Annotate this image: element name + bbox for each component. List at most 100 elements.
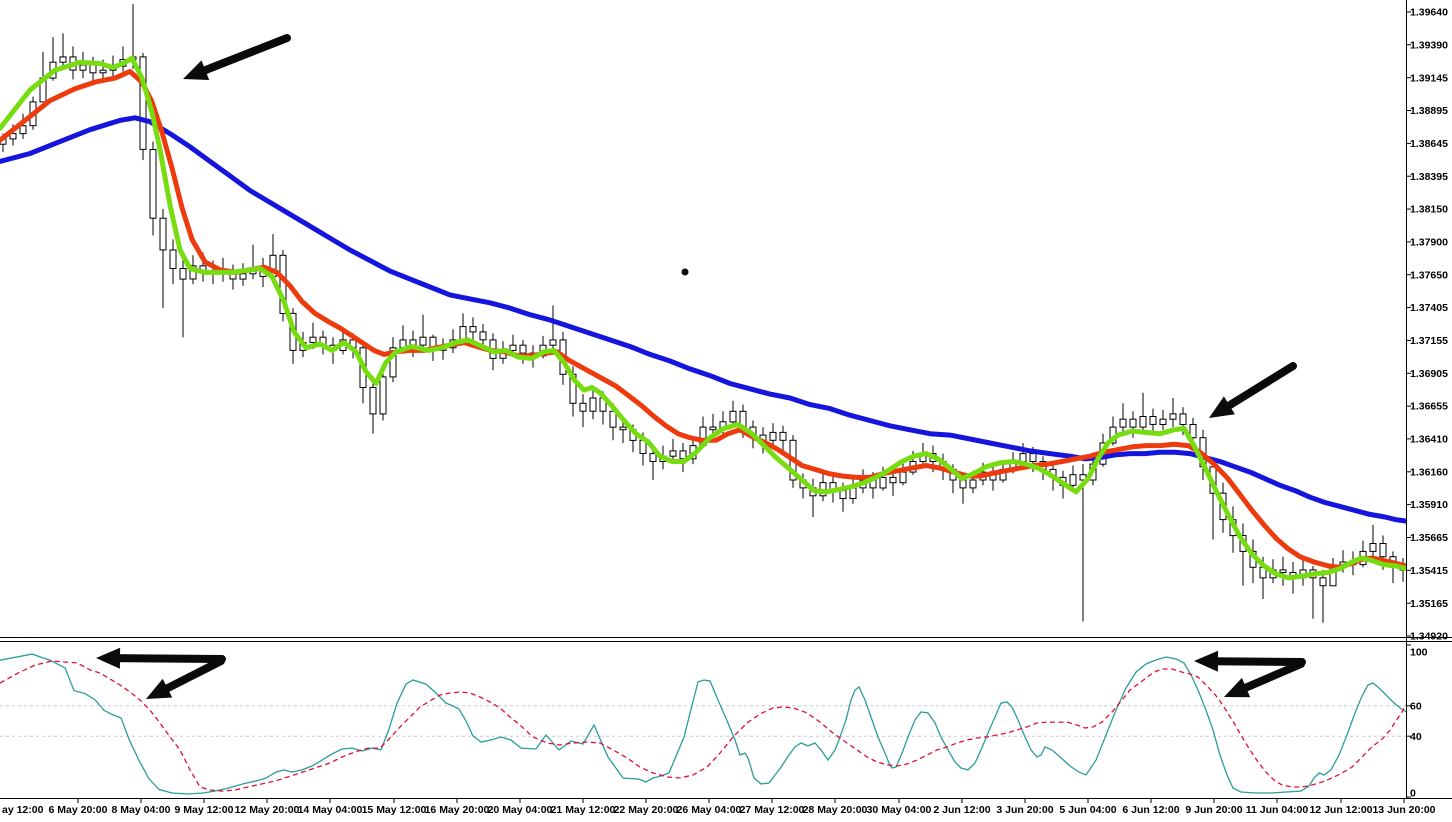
arrow-shaft — [195, 34, 291, 77]
candle-body — [1119, 418, 1127, 428]
price-axis-label: 1.38395 — [1410, 171, 1448, 183]
candle-body — [969, 479, 977, 489]
price-axis-label: 1.38645 — [1410, 138, 1448, 150]
down-left-arrow-main-right[interactable] — [1209, 362, 1297, 418]
time-axis-label: 26 May 04:00 — [677, 804, 742, 816]
candle-body — [839, 490, 847, 500]
price-axis: 1.39640 1.39390 1.39145 1.38895 1.38645 1.383… — [1406, 7, 1448, 643]
slow-ma-line — [0, 115, 1406, 524]
candlestick-series — [0, 4, 1406, 623]
candle-body — [769, 431, 777, 441]
time-axis-label: 3 Jun 20:00 — [996, 804, 1053, 816]
stoch-scale-label: 100 — [1410, 647, 1428, 659]
price-axis-label: 1.38895 — [1410, 105, 1448, 117]
price-axis-label: 1.39390 — [1410, 39, 1448, 51]
price-axis-label: 1.37900 — [1410, 237, 1448, 249]
price-axis-label: 1.35415 — [1410, 565, 1448, 577]
time-axis-label: 20 May 04:00 — [488, 804, 553, 816]
candle-body — [159, 217, 167, 251]
candle-body — [149, 149, 157, 219]
candle-body — [79, 64, 87, 71]
candle-body — [779, 431, 787, 441]
candle-body — [459, 326, 467, 341]
candle-body — [709, 426, 717, 431]
time-axis-label: 16 May 20:00 — [425, 804, 490, 816]
time-axis: ay 12:00 6 May 20:00 8 May 04:00 9 May 12:0… — [2, 798, 1436, 816]
candle-body — [89, 64, 97, 74]
candle-body — [579, 402, 587, 412]
arrow-head — [146, 678, 173, 699]
stoch-axis: 100 60 40 0 — [1406, 644, 1428, 800]
candle-body — [1159, 418, 1167, 426]
arrow-shaft — [1236, 660, 1305, 694]
left-arrow-stoch-left[interactable] — [96, 647, 226, 669]
arrow-shaft — [1208, 657, 1306, 666]
time-axis-label: 5 Jun 04:00 — [1059, 804, 1116, 816]
time-axis-label: 2 Jun 12:00 — [933, 804, 990, 816]
candle-body — [1379, 543, 1387, 558]
time-axis-label: 9 May 12:00 — [175, 804, 234, 816]
candle-body — [1279, 569, 1287, 574]
candle-body — [369, 387, 377, 415]
price-axis-label: 1.36160 — [1410, 466, 1448, 478]
time-axis-label: 27 May 12:00 — [740, 804, 805, 816]
candle-body — [619, 426, 627, 431]
stoch-scale-label: 60 — [1410, 700, 1422, 712]
candle-body — [1069, 474, 1077, 486]
candle-body — [729, 410, 737, 423]
candle-body — [179, 268, 187, 280]
price-axis-label: 1.35165 — [1410, 598, 1448, 610]
candle-body — [469, 326, 477, 333]
candle-body — [1149, 416, 1157, 425]
candle-body — [589, 397, 597, 412]
candle-body — [239, 273, 247, 280]
fast-ma-line — [0, 55, 1406, 581]
candle-body — [889, 476, 897, 484]
time-axis-label: 12 May 20:00 — [235, 804, 300, 816]
price-axis-label: 1.34920 — [1410, 631, 1448, 643]
down-left-arrow-stoch-left[interactable] — [146, 657, 225, 699]
candle-body — [379, 376, 387, 415]
candle-body — [479, 331, 487, 341]
arrow-head — [96, 647, 121, 669]
candle-body — [1139, 416, 1147, 428]
candle-body — [669, 450, 677, 457]
price-axis-label: 1.38150 — [1410, 204, 1448, 216]
down-left-arrow-main-left[interactable] — [183, 34, 291, 80]
down-left-arrow-stoch-right[interactable] — [1224, 660, 1305, 698]
time-axis-label: 15 May 12:00 — [362, 804, 427, 816]
candle-body — [649, 453, 657, 463]
candle-body — [549, 339, 557, 346]
candle-body — [1019, 453, 1027, 463]
candle-body — [1189, 424, 1197, 439]
time-axis-label: ay 12:00 — [2, 804, 44, 816]
stoch-scale-label: 0 — [1410, 788, 1416, 800]
medium-ma-line — [0, 69, 1406, 570]
time-axis-label: 12 Jun 12:00 — [1309, 804, 1372, 816]
time-axis-label: 8 May 04:00 — [112, 804, 171, 816]
left-arrow-stoch-right[interactable] — [1194, 650, 1306, 672]
arrow-head — [1194, 650, 1219, 672]
arrow-shaft — [110, 654, 226, 663]
time-axis-label: 11 Jun 04:00 — [1246, 804, 1309, 816]
price-axis-label: 1.39640 — [1410, 7, 1448, 19]
candle-body — [59, 56, 67, 63]
candle-body — [139, 56, 147, 150]
candle-body — [509, 344, 517, 352]
price-axis-label: 1.37155 — [1410, 335, 1448, 347]
candle-body — [169, 249, 177, 269]
candle-body — [9, 133, 17, 140]
candle-body — [959, 479, 967, 489]
price-axis-label: 1.35665 — [1410, 532, 1448, 544]
price-axis-label: 1.35910 — [1410, 499, 1448, 511]
candle-body — [1169, 413, 1177, 420]
stoch-d-line — [0, 660, 1406, 792]
candle-body — [519, 344, 527, 354]
arrow-head — [183, 60, 210, 80]
candle-body — [1369, 543, 1377, 552]
candle-body — [389, 347, 397, 378]
time-axis-label: 13 Jun 20:00 — [1372, 804, 1435, 816]
price-axis-label: 1.36655 — [1410, 401, 1448, 413]
